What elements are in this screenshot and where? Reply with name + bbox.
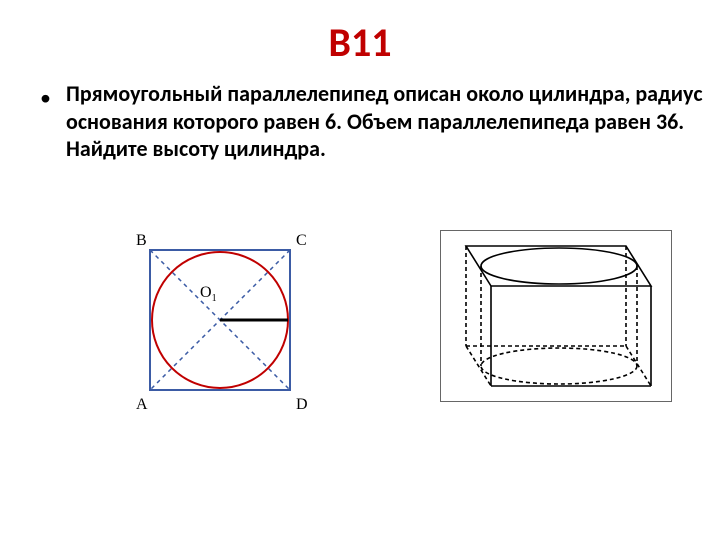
label-d: D bbox=[296, 396, 308, 414]
cuboid-bottom-right-depth bbox=[626, 346, 651, 386]
cylinder-top-ellipse bbox=[481, 248, 637, 284]
slide: В11 • Прямоугольный параллелепипед описа… bbox=[0, 0, 720, 540]
cuboid-cylinder-svg bbox=[441, 231, 671, 401]
slide-title: В11 bbox=[0, 18, 720, 67]
cylinder-bottom-ellipse bbox=[481, 348, 637, 384]
cuboid-top-face bbox=[466, 246, 651, 286]
label-c: C bbox=[296, 232, 307, 250]
problem-statement: Прямоугольный параллелепипед описан окол… bbox=[66, 80, 703, 162]
label-b: B bbox=[136, 232, 147, 250]
figure-square-circle: B C A D О1 bbox=[120, 230, 320, 450]
cuboid-bottom-left-depth bbox=[466, 346, 491, 386]
square-circle-svg bbox=[120, 230, 320, 430]
label-a: A bbox=[136, 396, 148, 414]
problem-text: Прямоугольный параллелепипед описан окол… bbox=[40, 80, 706, 163]
label-center: О1 bbox=[200, 284, 217, 304]
figure-cuboid-cylinder bbox=[440, 230, 672, 402]
